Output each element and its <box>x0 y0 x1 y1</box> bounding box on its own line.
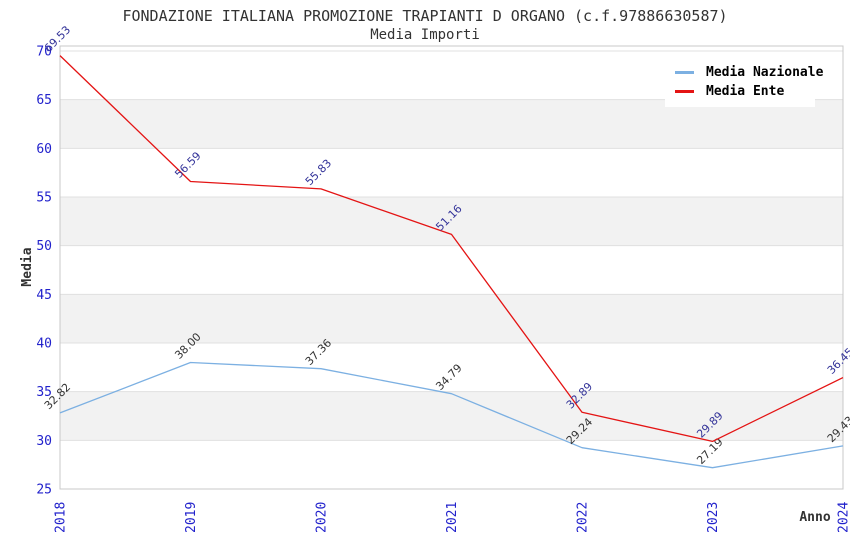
y-tick-label: 60 <box>36 142 52 157</box>
point-label: 34.79 <box>433 361 464 392</box>
legend: Media Nazionale Media Ente <box>665 57 823 107</box>
y-tick-label: 65 <box>36 93 52 108</box>
y-tick-label: 30 <box>36 434 52 449</box>
chart-subtitle: Media Importi <box>370 27 480 43</box>
plot-border <box>59 45 844 490</box>
y-axis-title: Media <box>20 247 35 287</box>
x-tick-label: 2021 <box>445 502 460 533</box>
x-tick-label: 2023 <box>706 502 721 533</box>
plot-band <box>60 197 843 246</box>
chart-title: FONDAZIONE ITALIANA PROMOZIONE TRAPIANTI… <box>122 7 728 25</box>
x-tick-label: 2020 <box>315 502 330 533</box>
legend-item-media-ente: Media Ente <box>675 82 809 101</box>
y-tick-label: 50 <box>36 239 52 254</box>
y-tick-label: 25 <box>36 483 52 498</box>
point-label: 55.83 <box>303 157 334 188</box>
legend-line-icon-media-nazionale <box>675 71 694 74</box>
plot-band <box>60 294 843 343</box>
x-tick-label: 2024 <box>837 502 850 533</box>
x-tick-label: 2019 <box>184 502 199 533</box>
point-label: 56.59 <box>172 149 203 180</box>
y-tick-label: 40 <box>36 337 52 352</box>
legend-line-icon-media-ente <box>675 90 694 93</box>
y-tick-label: 35 <box>36 385 52 400</box>
point-label: 69.53 <box>42 23 73 54</box>
legend-label-media-nazionale: Media Nazionale <box>706 65 824 80</box>
legend-item-media-nazionale: Media Nazionale <box>675 63 823 82</box>
point-label: 36.45 <box>825 345 850 376</box>
series-line-media-ente <box>59 55 844 443</box>
plot-band <box>60 99 843 149</box>
x-tick-label: 2018 <box>54 502 69 533</box>
y-tick-label: 45 <box>36 288 52 303</box>
x-axis-title: Anno <box>799 510 831 525</box>
series-line-media-nazionale <box>59 361 844 469</box>
plot-band <box>60 391 843 441</box>
y-tick-label: 55 <box>36 191 52 206</box>
x-tick-label: 2022 <box>576 502 591 533</box>
y-tick-label: 70 <box>36 45 52 60</box>
legend-label-media-ente: Media Ente <box>706 84 785 99</box>
